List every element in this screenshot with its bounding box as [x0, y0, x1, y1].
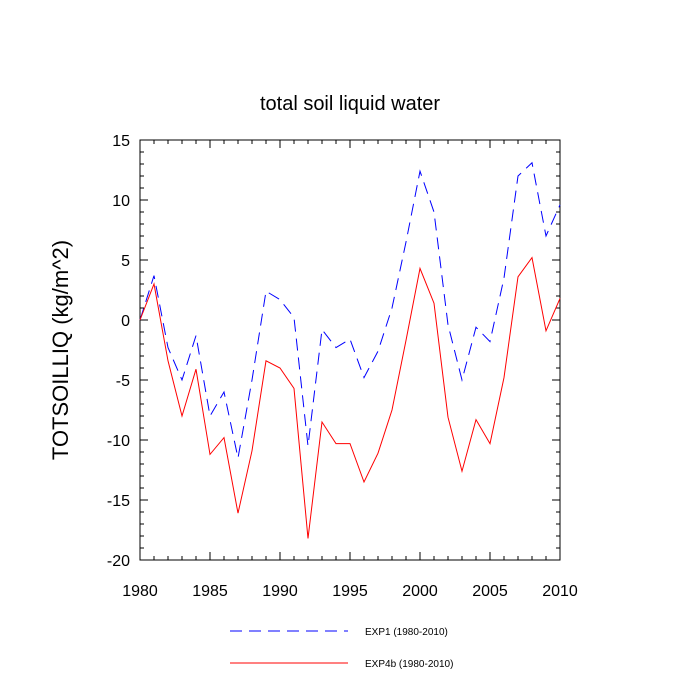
y-tick-label: -5 [116, 373, 130, 390]
y-tick-label: 10 [112, 193, 130, 210]
y-tick-label: -15 [107, 493, 130, 510]
legend-label-exp1: EXP1 (1980-2010) [365, 627, 448, 638]
axis-ticks [139, 139, 561, 561]
y-axis-label: TOTSOILLIQ (kg/m^2) [48, 240, 73, 460]
x-tick-label: 2010 [542, 583, 578, 600]
y-tick-label: 0 [121, 313, 130, 330]
x-tick-label: 1990 [262, 583, 298, 600]
chart-title: total soil liquid water [260, 93, 440, 115]
axis-tick-labels: 15 10 5 0 -5 -10 -15 -20 1980 1985 1990 1995 2000 200… [107, 133, 578, 600]
y-tick-label: -10 [107, 433, 130, 450]
legend-label-exp4b: EXP4b (1980-2010) [365, 659, 453, 670]
series-lines [139, 161, 561, 539]
x-tick-label: 2005 [472, 583, 508, 600]
x-tick-label: 2000 [402, 583, 438, 600]
legend: EXP1 (1980-2010) EXP4b (1980-2010) [230, 627, 453, 670]
plot-frame [139, 139, 561, 561]
series-line-exp1 [139, 161, 561, 459]
y-tick-label: 15 [112, 133, 130, 150]
y-tick-label: 5 [121, 253, 130, 270]
series-line-exp4b [139, 256, 561, 539]
y-tick-label: -20 [107, 553, 130, 570]
x-tick-label: 1980 [122, 583, 158, 600]
x-tick-label: 1995 [332, 583, 368, 600]
x-tick-label: 1985 [192, 583, 228, 600]
